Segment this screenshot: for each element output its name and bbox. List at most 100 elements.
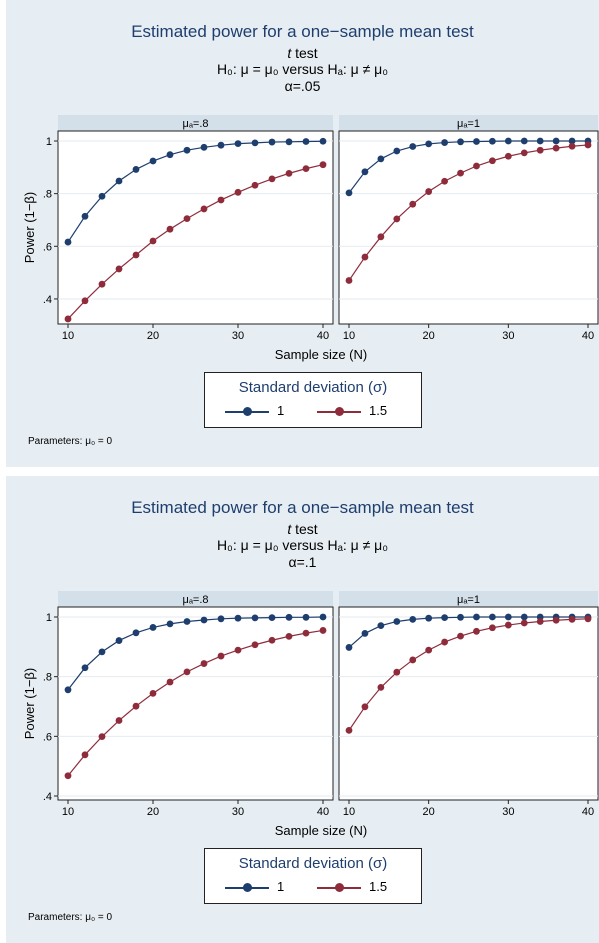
data-point xyxy=(166,678,174,686)
subtitle-test-word: test xyxy=(291,45,318,61)
data-point xyxy=(319,613,327,621)
chart-hypothesis: H₀: μ = μ₀ versus Hₐ: μ ≠ μ₀ xyxy=(216,61,389,77)
data-point xyxy=(302,629,310,637)
data-point xyxy=(115,177,123,185)
plot-region xyxy=(338,130,599,325)
data-point xyxy=(504,621,512,629)
chart-title: Estimated power for a one−sample mean te… xyxy=(131,498,474,517)
legend-swatch-marker xyxy=(335,407,344,416)
data-point xyxy=(115,265,123,273)
parameters-note: Parameters: μ₀ = 0 xyxy=(28,436,113,447)
data-point xyxy=(319,161,327,169)
data-point xyxy=(98,648,106,656)
y-axis-label: Power (1−β) xyxy=(22,668,37,739)
legend-label: 1 xyxy=(277,403,285,418)
data-point xyxy=(473,613,480,621)
data-point xyxy=(568,142,576,150)
power-graph-alpha-05: μₐ=.8 10 20 30 40 .4 .6 .8 1 μₐ=1 10 20 30 40 Sample s… xyxy=(6,0,599,467)
data-point xyxy=(520,149,528,157)
panel-label: μₐ=1 xyxy=(457,118,480,130)
data-point xyxy=(217,141,225,149)
data-point xyxy=(302,138,310,145)
data-point xyxy=(268,614,276,621)
data-point xyxy=(81,212,89,220)
data-point xyxy=(473,162,480,170)
data-point xyxy=(361,253,369,261)
data-point xyxy=(251,181,259,189)
data-point xyxy=(457,613,464,621)
chart-subtitle-test: t test xyxy=(6,521,599,537)
data-point xyxy=(251,641,259,649)
data-point xyxy=(200,660,208,667)
data-point xyxy=(377,622,385,630)
legend-swatch-marker xyxy=(335,883,344,892)
x-tick-label: 30 xyxy=(502,806,514,818)
data-point xyxy=(504,137,512,145)
data-point xyxy=(132,166,140,173)
legend-title: Standard deviation (σ) xyxy=(238,855,388,872)
data-point xyxy=(183,146,191,154)
data-point xyxy=(132,251,140,259)
data-point xyxy=(132,629,140,637)
data-point xyxy=(251,139,259,147)
power-graph-alpha-1: μₐ=.8 10 20 30 40 .4 .6 .8 1 μₐ=1 10 20 30 40 Sample s… xyxy=(6,476,599,943)
data-point xyxy=(345,644,353,651)
data-point xyxy=(302,165,310,173)
data-point xyxy=(536,137,544,145)
data-point xyxy=(217,652,225,660)
data-point xyxy=(149,624,157,631)
x-tick-label: 40 xyxy=(582,330,594,342)
x-tick-label: 20 xyxy=(147,806,159,818)
data-point xyxy=(200,205,208,213)
data-point xyxy=(268,138,276,146)
data-point xyxy=(268,636,276,644)
x-tick-label: 20 xyxy=(423,330,435,342)
data-point xyxy=(345,726,353,734)
x-tick-label: 20 xyxy=(147,330,159,342)
data-point xyxy=(319,137,327,145)
data-point xyxy=(200,143,208,151)
chart-alpha: α=.05 xyxy=(284,78,321,94)
data-point xyxy=(568,137,576,145)
data-point xyxy=(393,147,401,155)
data-point xyxy=(115,717,123,724)
data-point xyxy=(441,638,448,646)
data-point xyxy=(457,169,464,177)
y-tick-label: 1 xyxy=(46,136,52,148)
data-point xyxy=(409,200,417,208)
data-point xyxy=(217,615,225,623)
data-point xyxy=(361,703,369,711)
data-point xyxy=(302,613,310,621)
data-point xyxy=(377,233,385,241)
data-point xyxy=(234,188,242,196)
legend-title: Standard deviation (σ) xyxy=(238,379,388,396)
panel-label: μₐ=1 xyxy=(457,594,480,606)
data-point xyxy=(377,155,385,163)
data-point xyxy=(441,139,448,146)
chart-title: Estimated power for a one−sample mean te… xyxy=(131,22,474,41)
chart-hypothesis: H₀: μ = μ₀ versus Hₐ: μ ≠ μ₀ xyxy=(216,537,389,553)
legend-label: 1 xyxy=(277,879,285,894)
data-point xyxy=(319,627,327,634)
subtitle-italic-t: t xyxy=(287,45,292,61)
data-point xyxy=(409,656,417,664)
data-point xyxy=(504,613,512,621)
data-point xyxy=(473,627,480,635)
plot-region xyxy=(338,606,599,801)
data-point xyxy=(251,614,259,622)
data-point xyxy=(98,733,106,741)
data-point xyxy=(489,137,496,145)
data-point xyxy=(132,702,140,710)
y-axis-label: Power (1−β) xyxy=(22,192,37,263)
x-tick-label: 10 xyxy=(62,330,74,342)
data-point xyxy=(393,668,401,676)
x-tick-label: 40 xyxy=(317,806,329,818)
data-point xyxy=(64,315,72,323)
data-point xyxy=(584,615,592,623)
data-point xyxy=(425,140,433,148)
data-point xyxy=(166,225,174,233)
panel-label: μₐ=.8 xyxy=(182,594,208,606)
y-tick-label: 1 xyxy=(46,612,52,624)
legend-swatch-marker xyxy=(243,407,252,416)
data-point xyxy=(149,689,157,697)
